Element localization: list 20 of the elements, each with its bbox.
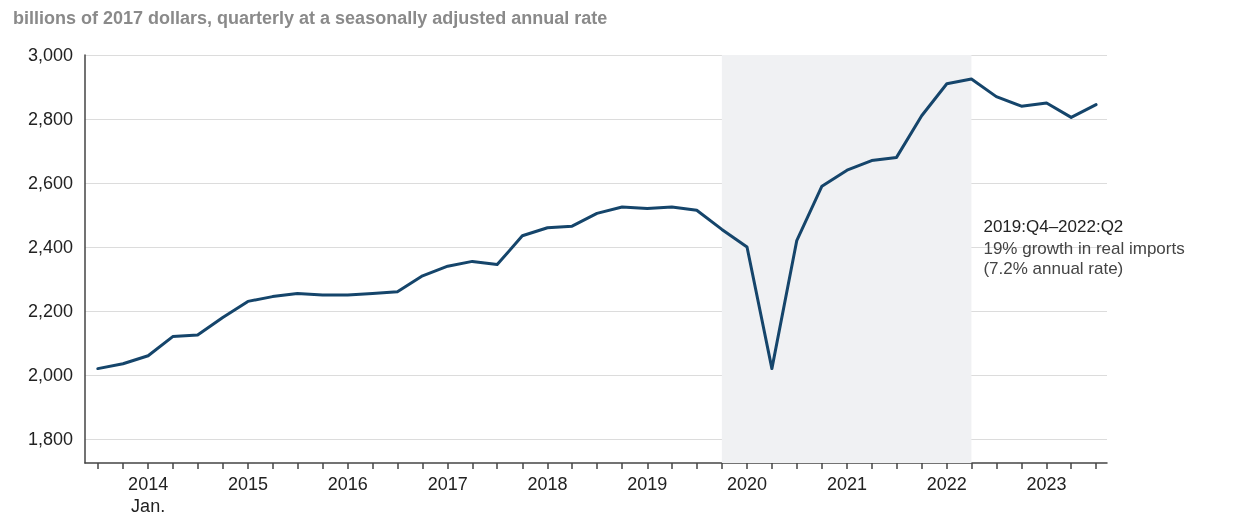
x-tick-label: 2019 bbox=[627, 474, 668, 494]
x-tick-label: 2015 bbox=[227, 474, 268, 494]
y-axis-title: billions of 2017 dollars, quarterly at a seasonally adjusted annual rate bbox=[13, 8, 608, 28]
annotation: 19% growth in real imports (7.2% annual rate) bbox=[983, 238, 1190, 278]
y-tick-label: 2,800 bbox=[27, 109, 73, 129]
x-tick-label: 2021 bbox=[827, 474, 868, 494]
y-tick-label: 1,800 bbox=[27, 429, 73, 449]
x-tick-label: 2020 bbox=[726, 474, 768, 494]
band-label: 2019:Q4–2022:Q2 bbox=[983, 217, 1124, 236]
x-tick-label: 2022 bbox=[926, 474, 967, 494]
y-tick-label: 2,200 bbox=[27, 301, 73, 321]
y-tick-label: 3,000 bbox=[27, 45, 73, 65]
x-tick-label: 2014 Jan. bbox=[128, 474, 169, 516]
y-tick-label: 2,000 bbox=[27, 365, 73, 385]
y-tick-label: 2,600 bbox=[27, 173, 73, 193]
y-tick-label: 2,400 bbox=[27, 237, 73, 257]
x-tick-label: 2017 bbox=[427, 474, 468, 494]
x-tick-label: 2018 bbox=[527, 474, 568, 494]
x-tick-label: 2023 bbox=[1026, 474, 1067, 494]
x-tick-label: 2016 bbox=[327, 474, 368, 494]
